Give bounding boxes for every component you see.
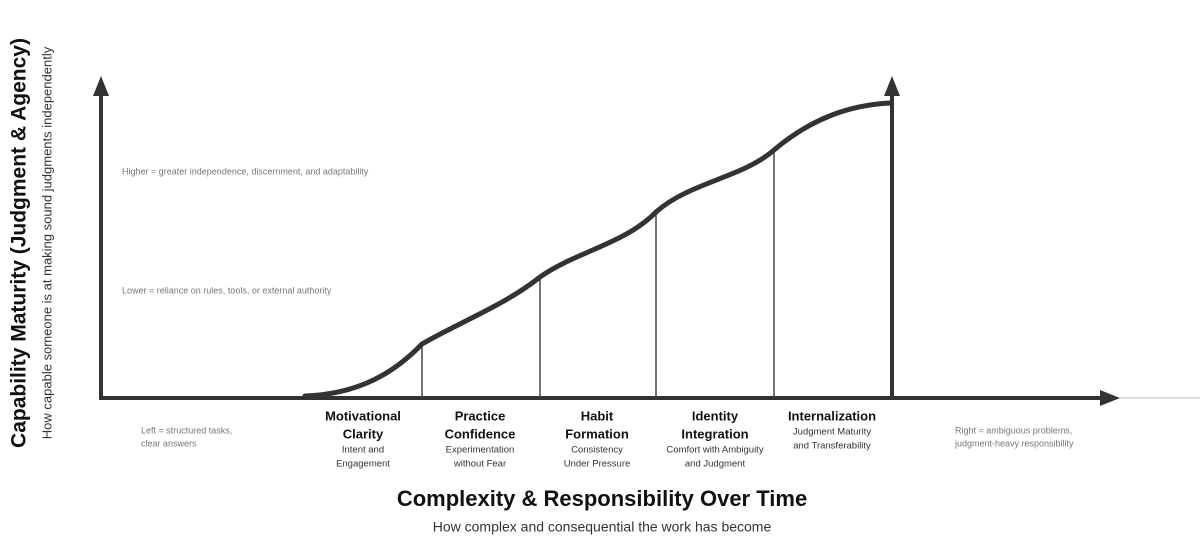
- stage-title: Confidence: [445, 426, 516, 441]
- y-axis-subtitle: How capable someone is at making sound j…: [39, 46, 54, 439]
- stage-description: Under Pressure: [564, 459, 631, 470]
- stage-description: Consistency: [571, 445, 623, 456]
- stage-title: Practice: [455, 408, 506, 423]
- stage-description: without Fear: [453, 459, 506, 470]
- note-lower: Lower = reliance on rules, tools, or ext…: [122, 285, 332, 295]
- right-arrow: [884, 76, 900, 96]
- stage-description: and Judgment: [685, 459, 746, 470]
- note-left: Left = structured tasks,: [141, 425, 232, 435]
- stage-title: Clarity: [343, 426, 384, 441]
- stage-description: Intent and: [342, 445, 384, 456]
- stage-description: Engagement: [336, 459, 390, 470]
- x-arrow: [1100, 390, 1120, 406]
- x-axis-subtitle: How complex and consequential the work h…: [433, 519, 772, 535]
- stage-title: Motivational: [325, 408, 401, 423]
- maturity-curve: [302, 100, 894, 399]
- note-right: judgment-heavy responsibility: [954, 438, 1074, 448]
- stage-description: Comfort with Ambiguity: [666, 445, 763, 456]
- y-arrow: [93, 76, 109, 96]
- stage-description: and Transferability: [793, 441, 871, 452]
- stage-description: Experimentation: [446, 445, 515, 456]
- dividers: [421, 150, 775, 398]
- stage-title: Habit: [581, 408, 614, 423]
- stage-description: Judgment Maturity: [793, 427, 871, 438]
- stage-title: Formation: [565, 426, 629, 441]
- stage-title: Integration: [681, 426, 748, 441]
- x-axis-title: Complexity & Responsibility Over Time: [397, 486, 807, 511]
- note-right: Right = ambiguous problems,: [955, 425, 1072, 435]
- y-axis-title: Capability Maturity (Judgment & Agency): [8, 38, 31, 448]
- note-left: clear answers: [141, 438, 197, 448]
- stage-title: Internalization: [788, 408, 876, 423]
- stage-title: Identity: [692, 408, 739, 423]
- note-higher: Higher = greater independence, discernme…: [122, 166, 369, 176]
